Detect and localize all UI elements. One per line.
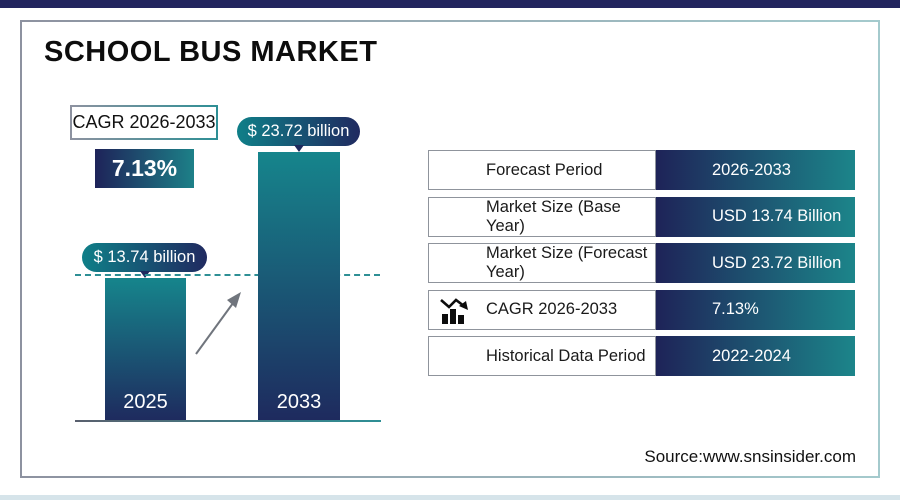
cagr-value: 7.13%	[111, 155, 178, 181]
cagr-label: CAGR 2026-2033	[72, 112, 216, 132]
row-value-cell: 2022-2024	[656, 336, 855, 376]
row-label: Historical Data Period	[486, 346, 646, 365]
row-label: Forecast Period	[486, 160, 603, 179]
bar-2033: 2033	[258, 152, 340, 421]
table-row: Market Size (Base Year) USD 13.74 Billio…	[428, 196, 855, 237]
bar-year-label-2025: 2025	[123, 391, 168, 413]
row-value: 7.13%	[712, 300, 759, 318]
row-label: CAGR 2026-2033	[486, 300, 618, 318]
table-row: Historical Data Period 2022-2024	[428, 336, 855, 376]
row-label-cell: Market Size (Forecast Year)	[428, 243, 656, 283]
row-value: 2022-2024	[712, 346, 791, 365]
row-label-cell: CAGR 2026-2033	[428, 289, 656, 330]
row-label-cell: Historical Data Period	[428, 336, 656, 376]
row-value-cell: USD 13.74 Billion	[656, 196, 855, 237]
row-value-cell: 2026-2033	[656, 150, 855, 190]
chart-baseline	[75, 420, 381, 422]
source-text: Source:www.snsinsider.com	[644, 447, 856, 466]
table-row: Market Size (Forecast Year) USD 23.72 Bi…	[428, 243, 855, 283]
row-label-cell: Market Size (Base Year)	[428, 196, 656, 237]
row-label: Market Size (Forecast Year)	[486, 244, 648, 281]
table-row: CAGR 2026-2033 7.13%	[428, 289, 855, 330]
bar-value-callout-2025: $ 13.74 billion	[82, 243, 207, 272]
dashed-reference-line	[75, 274, 380, 276]
table-row: Forecast Period 2026-2033	[428, 150, 855, 190]
bar-chart-trend-icon	[440, 298, 468, 324]
page-title: SCHOOL BUS MARKET	[44, 36, 378, 68]
top-accent-bar	[0, 0, 900, 8]
row-value: USD 23.72 Billion	[712, 253, 842, 272]
callout-pointer-2033	[294, 145, 304, 152]
row-value: 2026-2033	[712, 160, 791, 179]
bottom-accent-strip	[0, 495, 900, 500]
cagr-label-box: CAGR 2026-2033	[70, 105, 218, 140]
bar-value-2033: $ 23.72 billion	[247, 122, 350, 140]
cagr-value-box: 7.13%	[95, 149, 194, 188]
growth-arrow-icon	[195, 292, 241, 355]
bar-value-2025: $ 13.74 billion	[93, 248, 196, 266]
row-label: Market Size (Base Year)	[486, 197, 621, 235]
row-label-cell: Forecast Period	[428, 150, 656, 190]
market-table: Forecast Period 2026-2033 Market Size (B…	[428, 150, 855, 376]
row-value-cell: 7.13%	[656, 289, 855, 330]
row-value: USD 13.74 Billion	[712, 207, 842, 225]
bar-year-label-2033: 2033	[276, 391, 322, 413]
bar-2025: 2025	[105, 278, 186, 421]
bar-value-callout-2033: $ 23.72 billion	[237, 117, 360, 146]
row-value-cell: USD 23.72 Billion	[656, 243, 855, 283]
